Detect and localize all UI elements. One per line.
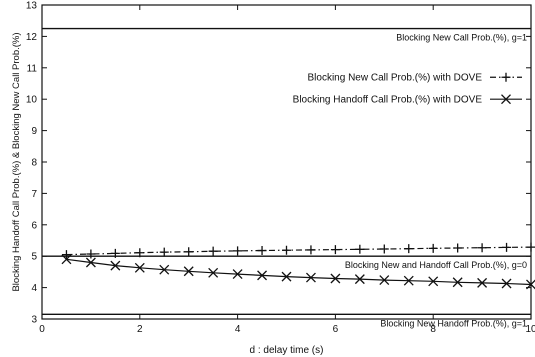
data-point-cross <box>477 277 488 288</box>
reference-line-label: Blocking New Handoff Prob.(%), g=1 <box>380 318 527 328</box>
y-tick-label: 12 <box>26 32 38 43</box>
y-tick-label: 4 <box>31 283 37 294</box>
data-point-plus <box>501 72 511 82</box>
legend-label: Blocking Handoff Call Prob.(%) with DOVE <box>293 95 483 106</box>
x-axis-label: d : delay time (s) <box>250 345 324 356</box>
data-point-plus <box>86 249 96 259</box>
data-point-cross <box>159 264 170 275</box>
x-tick-label: 8 <box>430 324 436 335</box>
data-point-cross <box>452 277 463 288</box>
data-point-plus <box>135 248 145 258</box>
data-point-plus <box>355 244 365 254</box>
y-tick-label: 5 <box>31 252 37 263</box>
data-point-cross <box>354 274 365 285</box>
data-point-cross <box>305 272 316 283</box>
y-tick-label: 13 <box>26 1 38 12</box>
data-point-cross <box>281 271 292 282</box>
data-point-cross <box>85 257 96 268</box>
reference-line-label: Blocking New Call Prob.(%), g=1 <box>396 33 527 43</box>
x-tick-label: 4 <box>235 324 241 335</box>
data-point-plus <box>208 246 218 256</box>
data-point-plus <box>159 247 169 257</box>
reference-lines: Blocking New Call Prob.(%), g=1 Blocking … <box>42 27 531 328</box>
x-tick-label: 2 <box>137 324 143 335</box>
data-point-plus <box>379 244 389 254</box>
y-tick-label: 7 <box>31 189 37 200</box>
data-point-cross <box>257 270 268 281</box>
data-point-cross <box>428 276 439 287</box>
data-point-cross <box>183 266 194 277</box>
data-point-cross <box>330 273 341 284</box>
data-point-plus <box>330 245 340 255</box>
y-axis-label: Blocking Handoff Call Prob.(%) & Blockin… <box>11 32 22 291</box>
axis-ticks: 0 2 4 6 8 10 3 4 5 6 7 8 9 10 11 12 13 <box>26 1 535 336</box>
legend-label: Blocking New Call Prob.(%) with DOVE <box>308 73 483 84</box>
x-tick-label: 0 <box>39 324 45 335</box>
y-tick-label: 3 <box>31 315 37 326</box>
legend: Blocking New Call Prob.(%) with DOVE Bloc… <box>293 72 522 106</box>
data-point-cross <box>134 262 145 273</box>
data-point-plus <box>257 246 267 256</box>
data-point-cross <box>501 94 511 105</box>
plot-frame <box>41 4 532 320</box>
y-tick-label: 9 <box>31 126 37 137</box>
data-point-cross <box>501 278 512 289</box>
data-point-plus <box>477 243 487 253</box>
data-point-plus <box>526 242 535 252</box>
series-line <box>66 258 532 286</box>
x-tick-label: 10 <box>525 324 535 335</box>
reference-line-label: Blocking New and Handoff Call Prob.(%), … <box>345 260 527 270</box>
data-point-plus <box>184 247 194 257</box>
data-point-plus <box>306 245 316 255</box>
y-tick-label: 11 <box>27 63 38 74</box>
data-point-cross <box>110 260 121 271</box>
data-point-plus <box>404 244 414 254</box>
data-point-cross <box>403 275 414 286</box>
y-tick-label: 6 <box>31 220 37 231</box>
data-point-plus <box>453 243 463 253</box>
data-point-cross <box>61 254 72 265</box>
x-tick-label: 6 <box>333 324 339 335</box>
data-point-cross <box>208 267 219 278</box>
data-point-cross <box>232 269 243 280</box>
data-point-plus <box>61 250 71 260</box>
data-point-cross <box>379 275 390 286</box>
data-point-plus <box>110 248 120 258</box>
y-tick-label: 10 <box>26 95 38 106</box>
data-point-plus <box>502 242 512 252</box>
data-point-plus <box>428 243 438 253</box>
data-point-plus <box>282 245 291 255</box>
series-layer <box>61 242 535 290</box>
plot-area <box>41 4 532 320</box>
data-point-plus <box>233 246 243 256</box>
y-tick-label: 8 <box>31 158 37 169</box>
